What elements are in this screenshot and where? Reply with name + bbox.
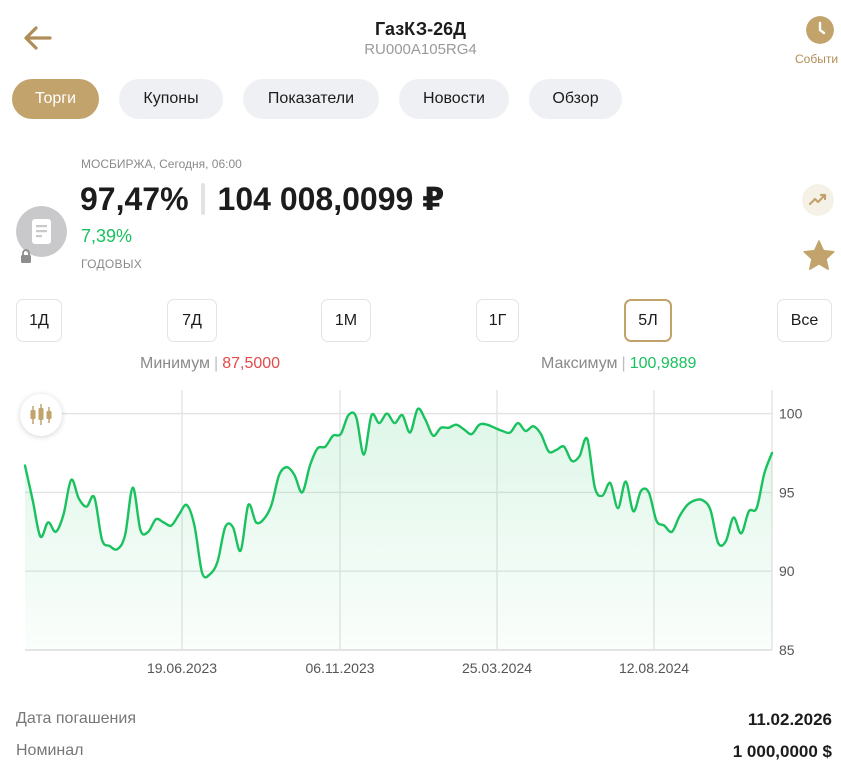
arrow-left-icon[interactable] — [22, 24, 54, 52]
minimum-stat: Минимум | 87,5000 — [140, 355, 280, 373]
lock-icon — [21, 249, 31, 263]
period-1m[interactable]: 1М — [321, 299, 371, 342]
x-tick-label: 12.08.2024 — [619, 660, 689, 676]
clock-icon — [806, 16, 834, 44]
price-percent: 97,47% — [80, 180, 189, 217]
star-icon[interactable] — [802, 239, 836, 273]
candlestick-icon[interactable] — [20, 394, 62, 436]
minimum-label: Минимум — [140, 355, 211, 372]
exchange-time: МОСБИРЖА, Сегодня, 06:00 — [81, 157, 242, 171]
tab-news[interactable]: Новости — [399, 79, 509, 119]
yield-label: ГОДОВЫХ — [81, 257, 143, 271]
y-tick-label: 95 — [779, 484, 795, 500]
document-icon — [16, 206, 67, 257]
chart-y-axis: 85 90 95 100 — [779, 406, 803, 658]
maximum-separator: | — [621, 355, 626, 372]
price-rub: 104 008,0099 ₽ — [217, 181, 445, 217]
y-tick-label: 90 — [779, 563, 795, 579]
events-button[interactable]: Событи — [790, 16, 841, 72]
price-row: 97,47% 104 008,0099 ₽ — [80, 180, 444, 218]
maturity-date-value: 11.02.2026 — [747, 710, 832, 729]
chart-area-fill — [25, 408, 772, 650]
header: ГазКЗ-26Д RU000A105RG4 Событи — [0, 0, 841, 76]
page-title: ГазКЗ-26Д — [375, 19, 466, 39]
x-tick-label: 06.11.2023 — [305, 660, 374, 676]
chart-x-axis: 19.06.2023 06.11.2023 25.03.2024 12.08.2024 — [147, 660, 689, 676]
tab-coupons[interactable]: Купоны — [119, 79, 223, 119]
yield-value: 7,39% — [81, 226, 133, 246]
nominal-value: 1 000,0000 $ — [732, 742, 832, 761]
price-divider — [200, 183, 205, 215]
nominal-label: Номинал — [16, 742, 84, 759]
maximum-value: 100,9889 — [629, 355, 697, 372]
events-label: Событи — [795, 52, 839, 66]
period-1d[interactable]: 1Д — [16, 299, 62, 342]
minimum-value: 87,5000 — [222, 355, 281, 372]
minimum-separator: | — [214, 355, 219, 372]
chart-price-line — [23, 407, 774, 579]
maximum-label: Максимум — [541, 355, 618, 372]
tab-indicators[interactable]: Показатели — [243, 79, 379, 119]
period-5y[interactable]: 5Л — [624, 299, 672, 342]
tab-overview[interactable]: Обзор — [529, 79, 622, 119]
y-tick-label: 85 — [779, 642, 795, 658]
period-7d[interactable]: 7Д — [167, 299, 217, 342]
price-chart[interactable]: 85 90 95 100 19.06.2023 06.11.2023 25.03.2024… — [0, 380, 841, 680]
trend-icon[interactable] — [802, 184, 834, 216]
period-1y[interactable]: 1Г — [476, 299, 519, 342]
x-tick-label: 19.06.2023 — [147, 660, 217, 676]
period-all[interactable]: Все — [777, 299, 832, 342]
maturity-date-label: Дата погашения — [16, 710, 136, 727]
x-tick-label: 25.03.2024 — [462, 660, 532, 676]
maximum-stat: Максимум | 100,9889 — [541, 355, 696, 373]
tab-trades[interactable]: Торги — [12, 79, 99, 119]
y-tick-label: 100 — [779, 406, 803, 422]
isin-code: RU000A105RG4 — [364, 41, 477, 58]
